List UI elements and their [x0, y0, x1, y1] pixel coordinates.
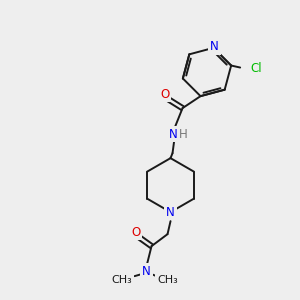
Text: CH₃: CH₃ [111, 275, 132, 285]
Text: O: O [131, 226, 140, 238]
Text: N: N [142, 265, 151, 278]
Text: N: N [169, 128, 178, 141]
Text: N: N [166, 206, 175, 219]
Text: N: N [210, 40, 219, 53]
Text: Cl: Cl [250, 62, 262, 75]
Text: CH₃: CH₃ [157, 275, 178, 285]
Text: H: H [179, 128, 188, 141]
Text: O: O [160, 88, 169, 100]
